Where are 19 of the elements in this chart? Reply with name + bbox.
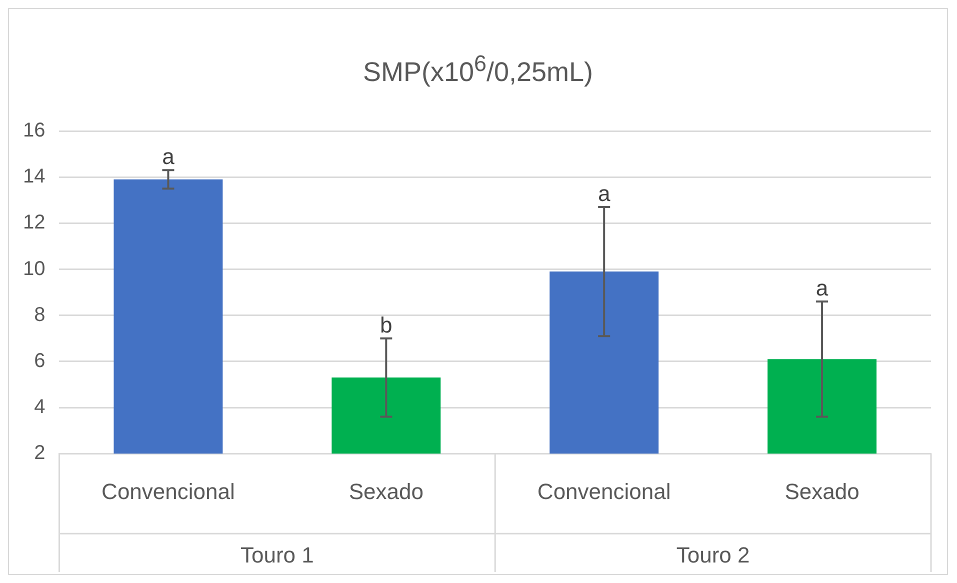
y-tick-label: 16	[22, 120, 46, 142]
x-tick-label: Sexado	[348, 478, 424, 504]
y-tick-label: 6	[34, 350, 46, 372]
text: Touro 1	[240, 542, 314, 568]
chart-title: SMP(x10$^{6}$/0,25mL)	[362, 50, 594, 89]
data-label: a	[598, 181, 611, 206]
x-tick-label: Convencional	[102, 478, 235, 504]
y-tick-label: 10	[22, 258, 46, 280]
x-tick-label: Convencional	[537, 478, 671, 504]
x-tick-label: Sexado	[784, 478, 860, 504]
data-label: a	[162, 144, 176, 170]
y-tick-label: 2	[34, 442, 46, 464]
data-label: a	[816, 276, 829, 301]
text: Touro 2	[676, 542, 750, 568]
y-tick-label: 4	[34, 396, 46, 418]
data-label: b	[380, 312, 392, 338]
y-tick-label: 14	[22, 166, 46, 188]
y-tick-label: 12	[22, 212, 46, 234]
y-tick-label: 8	[34, 304, 46, 326]
